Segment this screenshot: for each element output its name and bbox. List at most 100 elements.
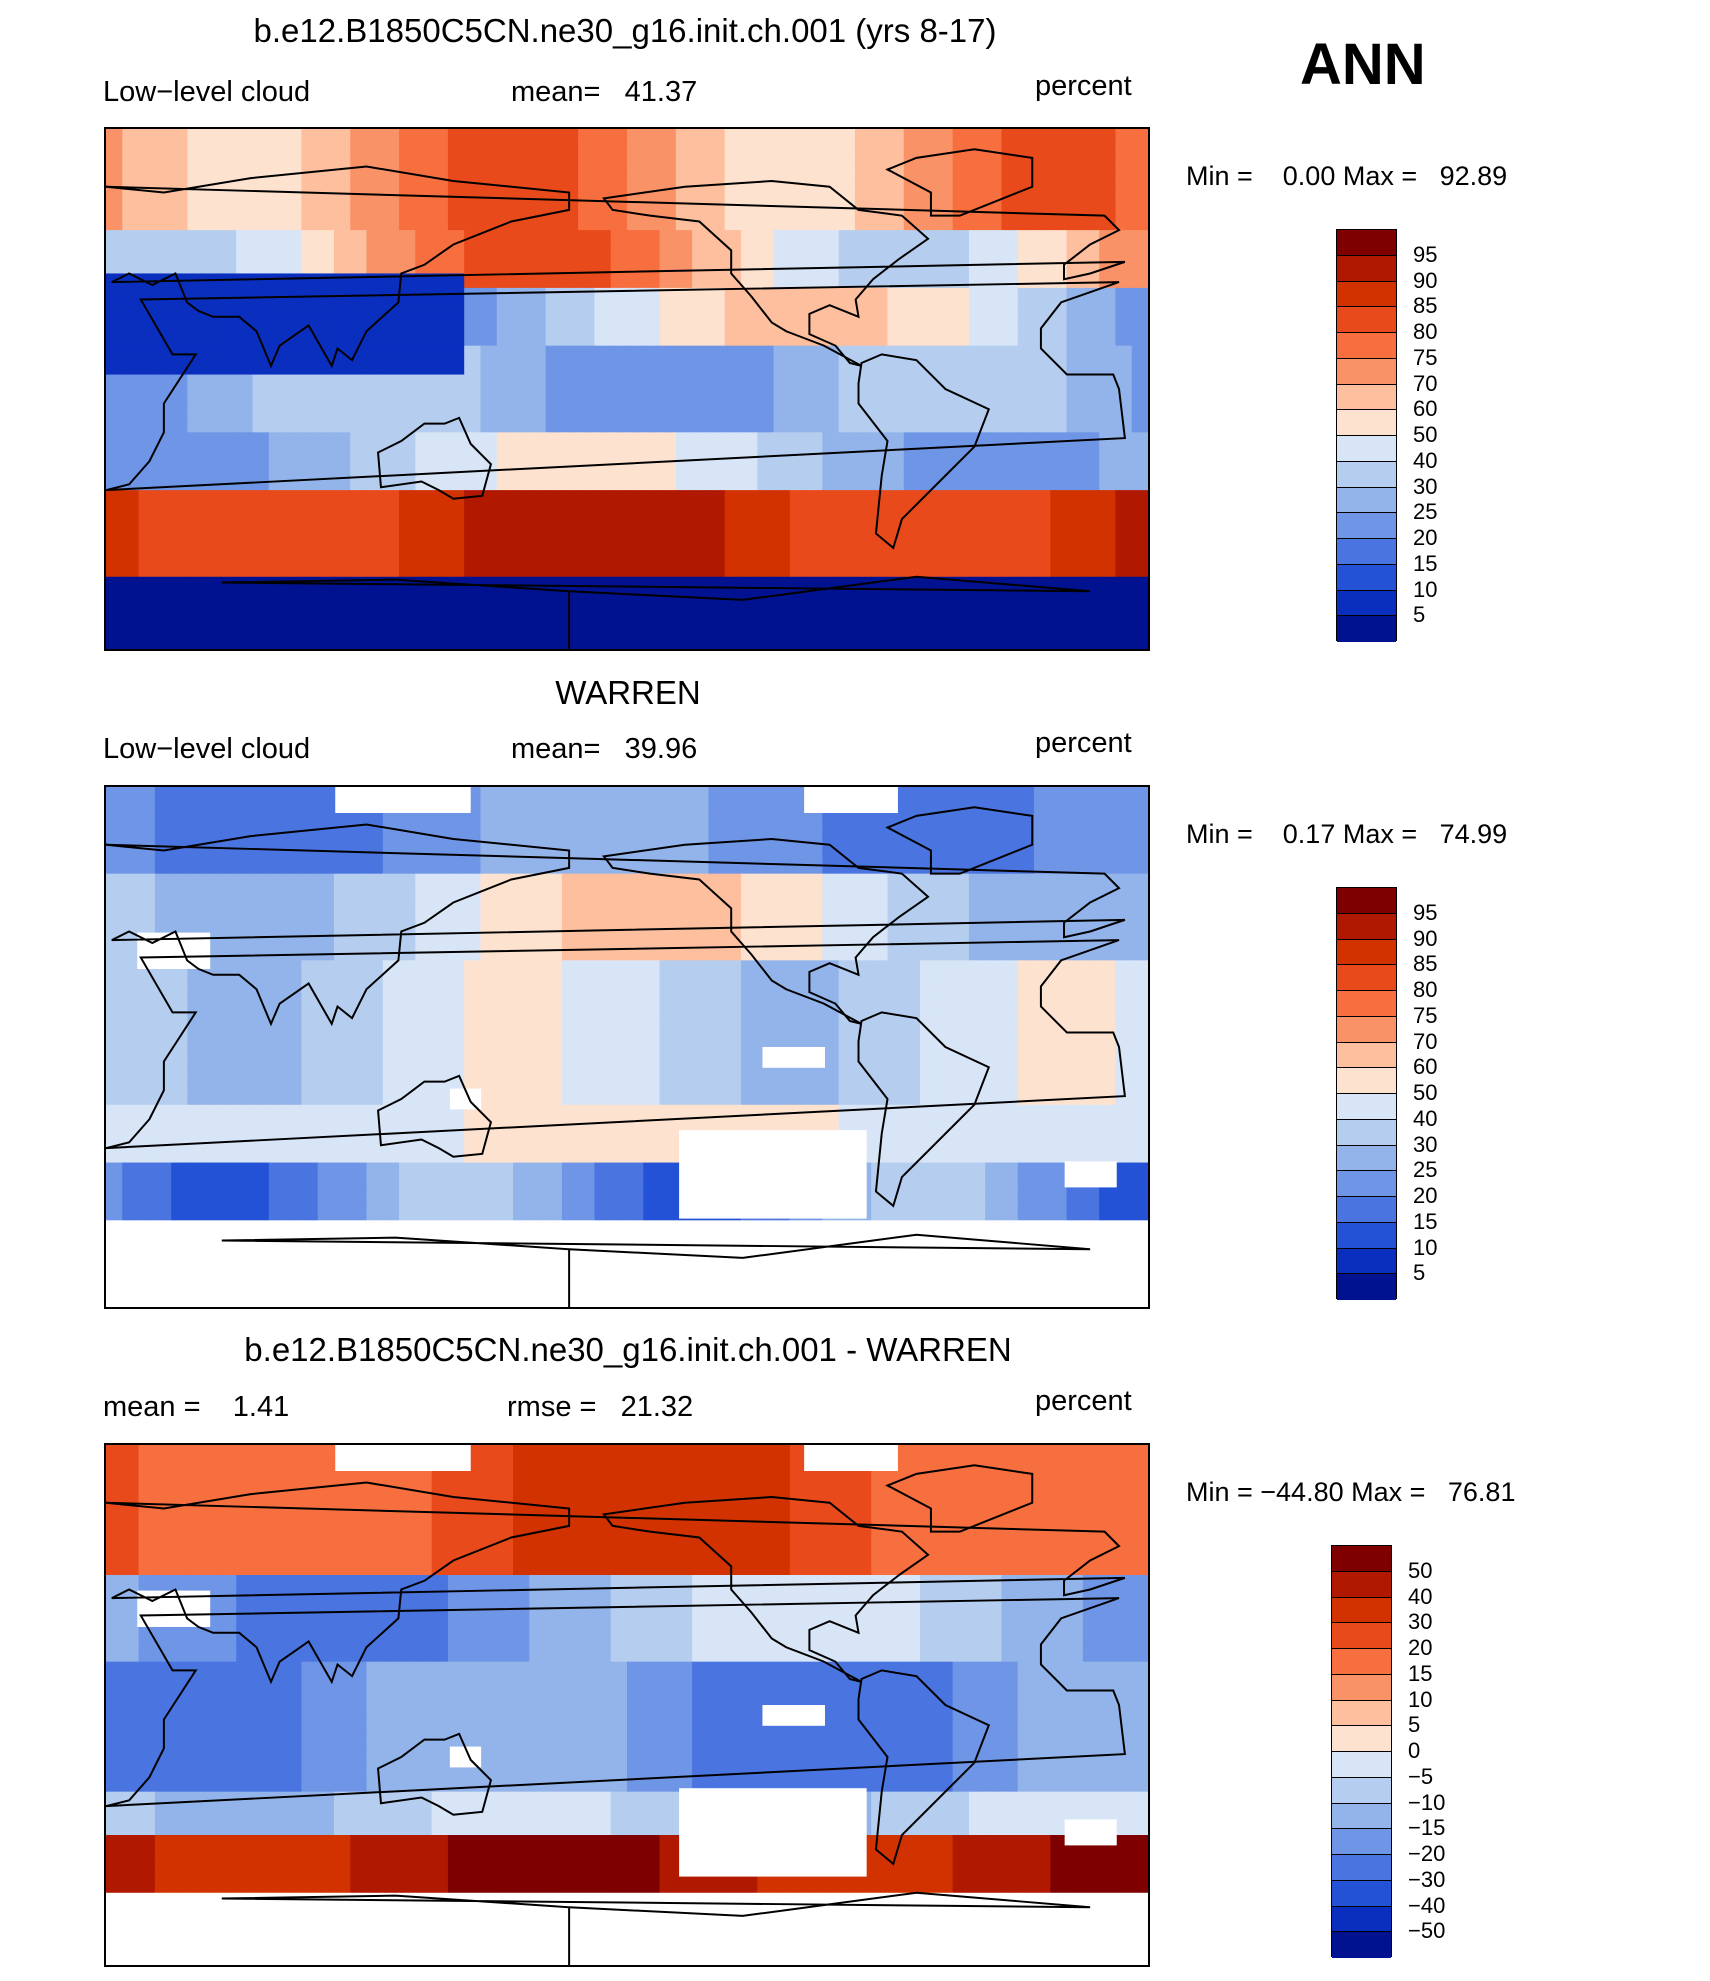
field-cell [610,1162,628,1178]
field-cell [675,201,693,217]
field-cell [871,1032,889,1048]
field-cell [545,1075,563,1091]
field-cell [187,533,205,549]
field-cell [317,562,335,578]
field-cell [903,201,921,217]
field-cell [806,620,823,636]
field-cell [1050,945,1068,961]
field-cell [789,945,807,961]
field-cell [122,215,140,231]
field-cell [545,519,563,535]
field-cell [724,360,742,376]
field-cell [350,974,368,990]
field-cell [887,417,905,433]
field-cell [1082,844,1100,860]
field-cell [154,859,172,875]
field-cell [1099,591,1117,607]
field-cell [627,888,644,904]
field-cell [643,1003,661,1019]
field-cell [578,1473,596,1489]
field-cell [952,490,970,506]
field-cell [659,519,677,535]
field-cell [1050,504,1068,520]
field-cell [285,172,302,188]
field-cell [529,230,547,246]
field-cell [366,519,384,535]
field-cell [1050,844,1068,860]
field-cell [675,186,693,202]
field-cell [610,157,628,173]
field-cell [561,215,579,231]
field-cell [382,389,400,405]
field-cell [171,815,189,831]
field-cell [724,519,742,535]
field-cell [985,576,1003,592]
colorbar-tick-label: 85 [1413,951,1438,977]
field-cell [219,403,237,419]
field-cell [675,157,693,173]
field-cell [561,917,579,933]
field-cell [219,519,237,535]
field-cell [1115,389,1133,405]
field-cell [561,302,579,318]
field-cell [366,345,384,361]
field-cell [1099,576,1117,592]
field-cell [317,830,335,846]
field-cell [675,859,693,875]
field-cell [1066,186,1084,202]
field-cell [529,201,547,217]
field-cell [1050,157,1068,173]
field-cell [496,902,514,918]
field-cell [236,143,254,159]
field-cell [236,1220,254,1236]
field-cell [610,859,628,875]
field-cell [496,302,514,318]
field-cell [333,374,351,390]
field-cell [920,1075,937,1091]
field-cell [1066,787,1084,803]
field-cell [464,417,482,433]
field-cell [1050,931,1068,947]
field-cell [594,576,612,592]
field-cell [219,873,237,889]
field-cell [578,1191,596,1207]
field-cell [236,634,254,649]
field-cell [968,620,986,636]
field-cell [285,446,302,462]
field-cell [366,1148,384,1164]
field-cell [675,316,693,332]
field-cell [757,186,775,202]
field-cell [1001,1032,1019,1048]
field-cell [496,345,514,361]
field-cell [333,316,351,332]
field-cell [415,1104,433,1120]
field-cell [561,1104,579,1120]
field-cell [1066,1220,1084,1236]
field-cell [1131,547,1148,563]
field-cell [203,620,221,636]
field-cell [317,634,335,649]
field-cell [627,1445,644,1461]
field-cell [952,244,970,260]
field-cell [171,1047,189,1063]
field-cell [187,1003,205,1019]
field-cell [757,815,775,831]
field-cell [643,475,661,491]
field-cell [968,259,986,275]
field-cell [138,576,156,592]
field-cell [952,316,970,332]
field-cell [822,345,840,361]
field-cell [171,888,189,904]
field-cell [1082,989,1100,1005]
field-cell [415,591,433,607]
field-cell [659,1220,677,1236]
field-cell [578,273,596,289]
field-cell [382,1177,400,1193]
field-cell [740,316,758,332]
field-cell [773,1445,791,1461]
field-cell [447,1205,465,1221]
field-cell [594,201,612,217]
field-cell [920,1119,937,1135]
field-cell [594,1191,612,1207]
field-cell [1034,533,1051,549]
